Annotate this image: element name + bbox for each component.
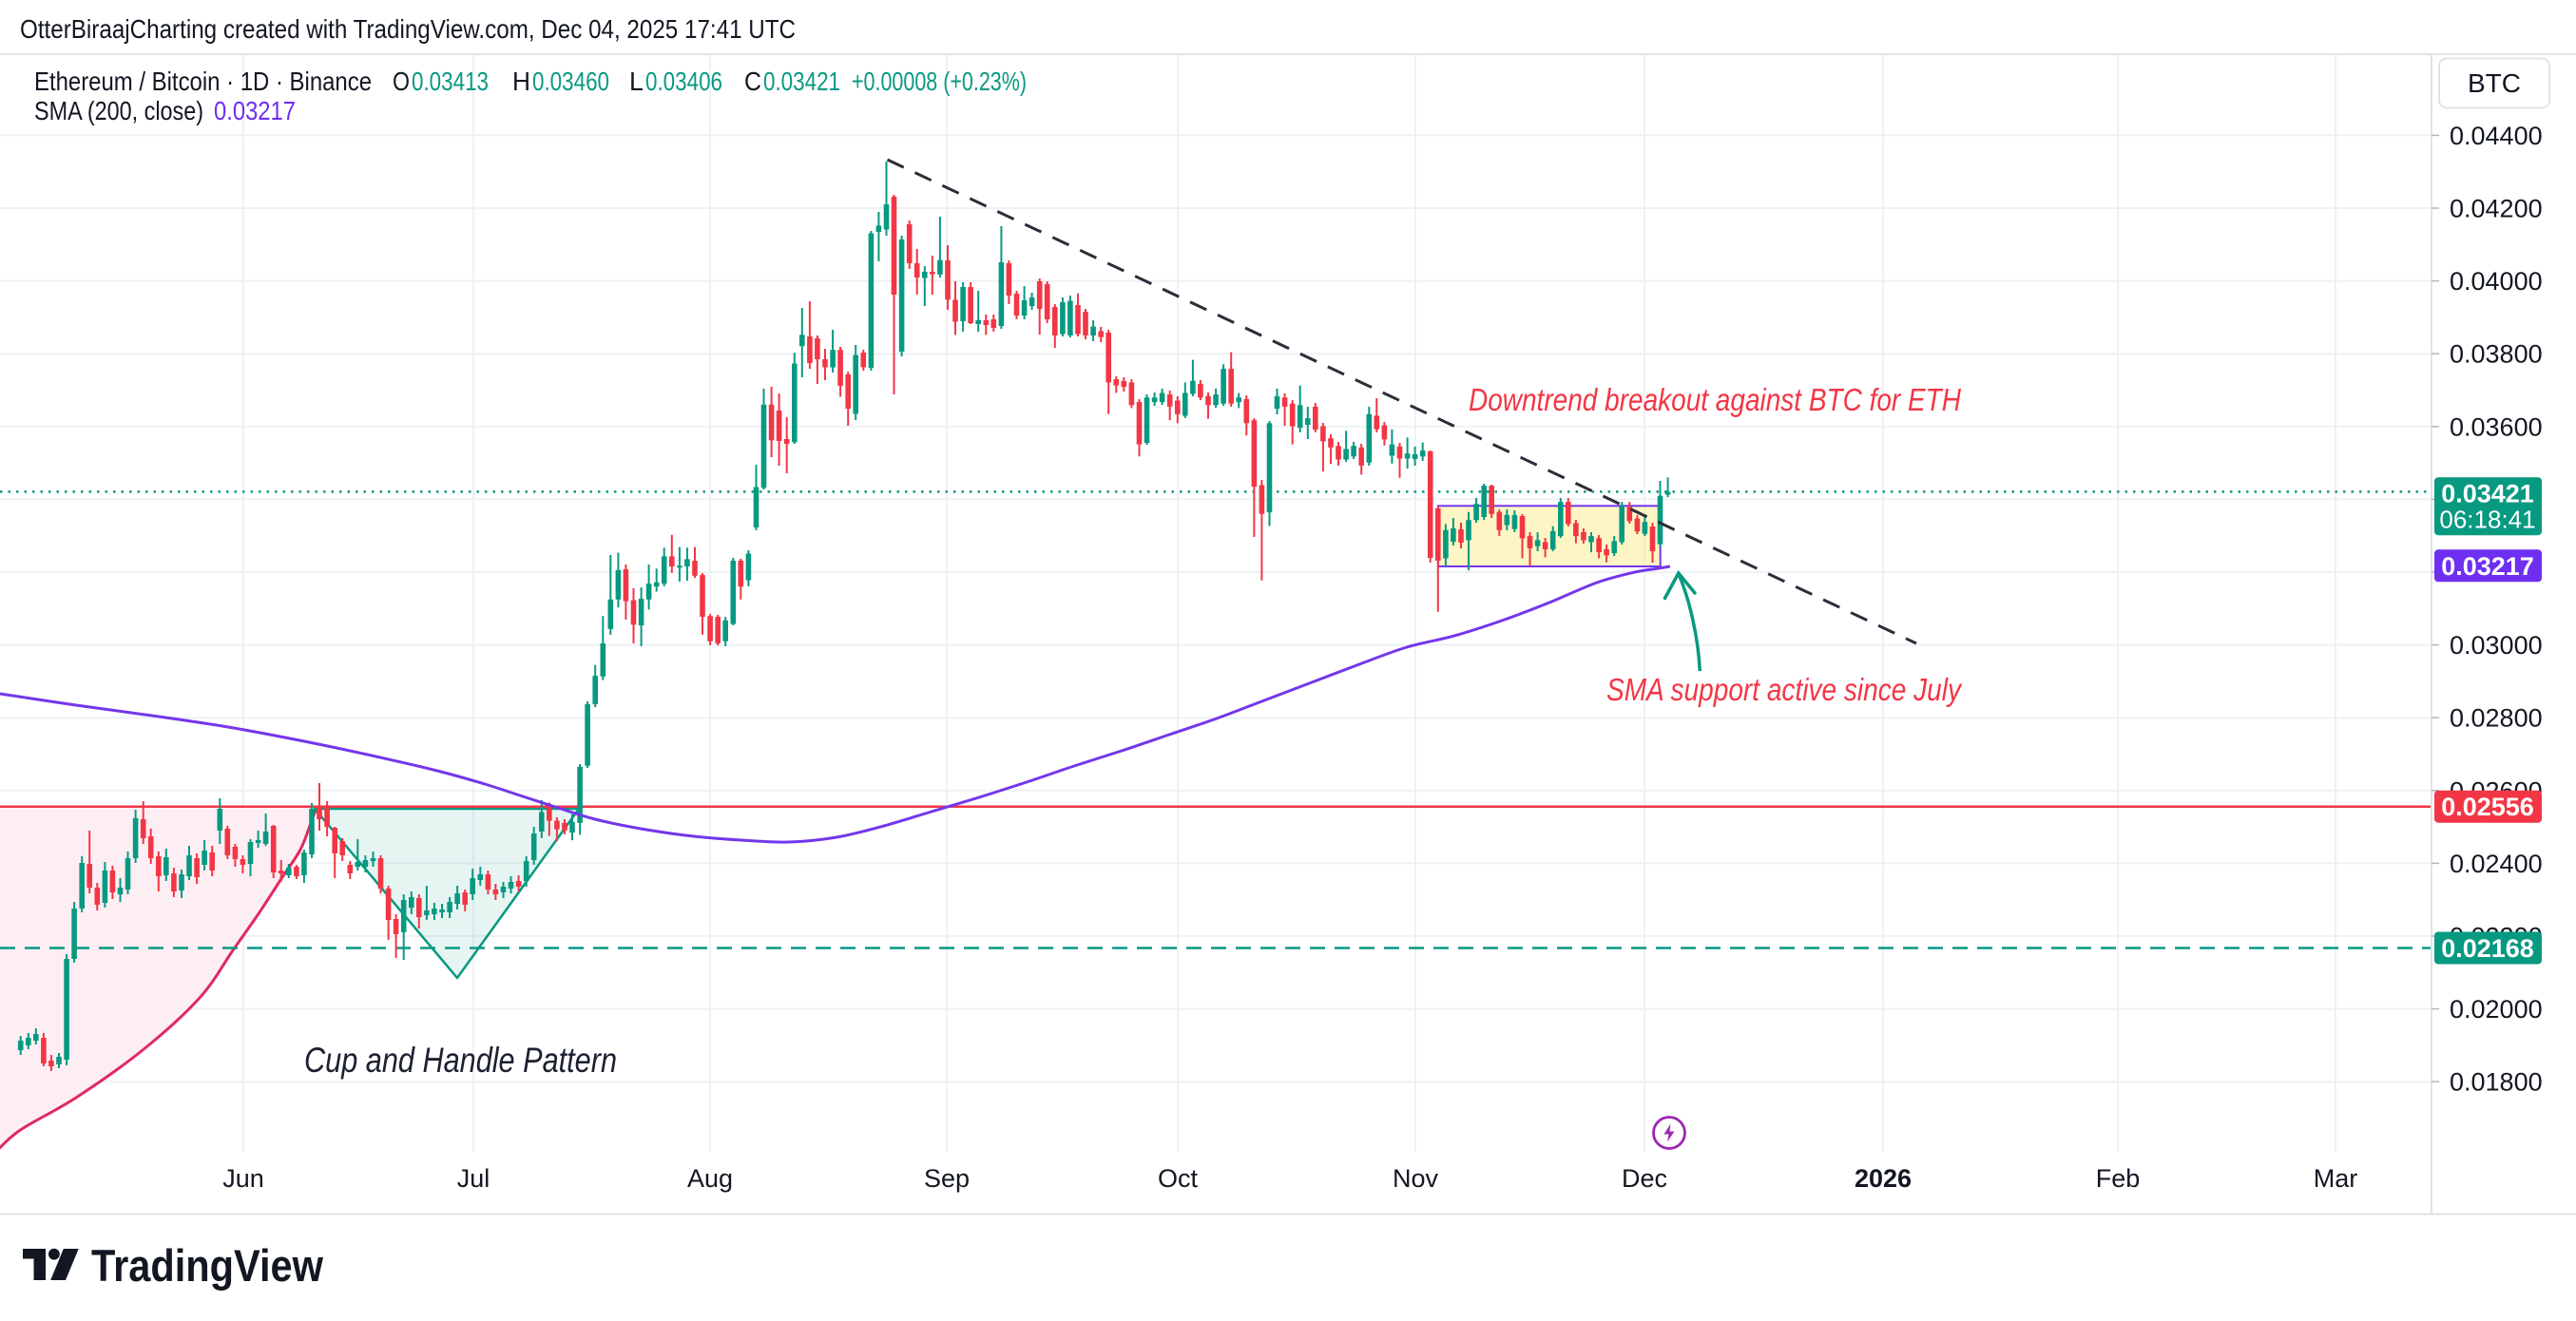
svg-text:0.02168: 0.02168	[2441, 934, 2534, 963]
svg-text:Nov: Nov	[1393, 1164, 1439, 1193]
svg-text:L: L	[629, 67, 644, 96]
svg-text:O: O	[393, 67, 410, 96]
svg-text:0.03800: 0.03800	[2450, 340, 2543, 369]
svg-text:SMA support active since July: SMA support active since July	[1606, 672, 1963, 707]
svg-text:Aug: Aug	[687, 1164, 733, 1193]
svg-text:OtterBiraajCharting created wi: OtterBiraajCharting created with Trading…	[20, 14, 796, 44]
svg-text:Cup and Handle Pattern: Cup and Handle Pattern	[304, 1041, 617, 1080]
svg-text:0.04400: 0.04400	[2450, 122, 2543, 150]
svg-text:0.02000: 0.02000	[2450, 995, 2543, 1024]
svg-text:0.04200: 0.04200	[2450, 195, 2543, 223]
svg-text:0.03217: 0.03217	[2441, 552, 2534, 581]
svg-text:Mar: Mar	[2314, 1164, 2358, 1193]
svg-text:+0.00008 (+0.23%): +0.00008 (+0.23%)	[852, 67, 1027, 96]
svg-text:0.03406: 0.03406	[645, 67, 722, 96]
svg-text:06:18:41: 06:18:41	[2439, 506, 2535, 534]
svg-text:0.03421: 0.03421	[2441, 480, 2534, 508]
svg-text:BTC: BTC	[2468, 68, 2521, 98]
svg-text:Dec: Dec	[1622, 1164, 1667, 1193]
svg-text:0.02400: 0.02400	[2450, 850, 2543, 878]
svg-text:Ethereum / Bitcoin · 1D · Bina: Ethereum / Bitcoin · 1D · Binance	[34, 67, 372, 96]
svg-text:SMA (200, close): SMA (200, close)	[34, 96, 203, 125]
svg-text:Sep: Sep	[924, 1164, 970, 1193]
svg-text:0.03000: 0.03000	[2450, 631, 2543, 660]
svg-text:Jul: Jul	[457, 1164, 490, 1193]
svg-text:Feb: Feb	[2096, 1164, 2141, 1193]
svg-text:Oct: Oct	[1158, 1164, 1199, 1193]
svg-text:H: H	[512, 67, 530, 96]
svg-text:Jun: Jun	[222, 1164, 264, 1193]
svg-text:0.04000: 0.04000	[2450, 267, 2543, 296]
svg-text:C: C	[744, 67, 761, 96]
svg-text:TradingView: TradingView	[91, 1240, 323, 1291]
svg-text:0.03421: 0.03421	[763, 67, 840, 96]
svg-text:0.03460: 0.03460	[532, 67, 609, 96]
svg-text:0.01800: 0.01800	[2450, 1068, 2543, 1097]
svg-text:0.02800: 0.02800	[2450, 704, 2543, 733]
svg-text:0.03217: 0.03217	[214, 96, 296, 125]
svg-text:2026: 2026	[1855, 1164, 1912, 1193]
svg-text:0.03413: 0.03413	[412, 67, 489, 96]
svg-text:0.02556: 0.02556	[2441, 793, 2534, 821]
svg-text:Downtrend breakout against BTC: Downtrend breakout against BTC for ETH	[1469, 382, 1961, 417]
svg-text:0.03600: 0.03600	[2450, 412, 2543, 441]
